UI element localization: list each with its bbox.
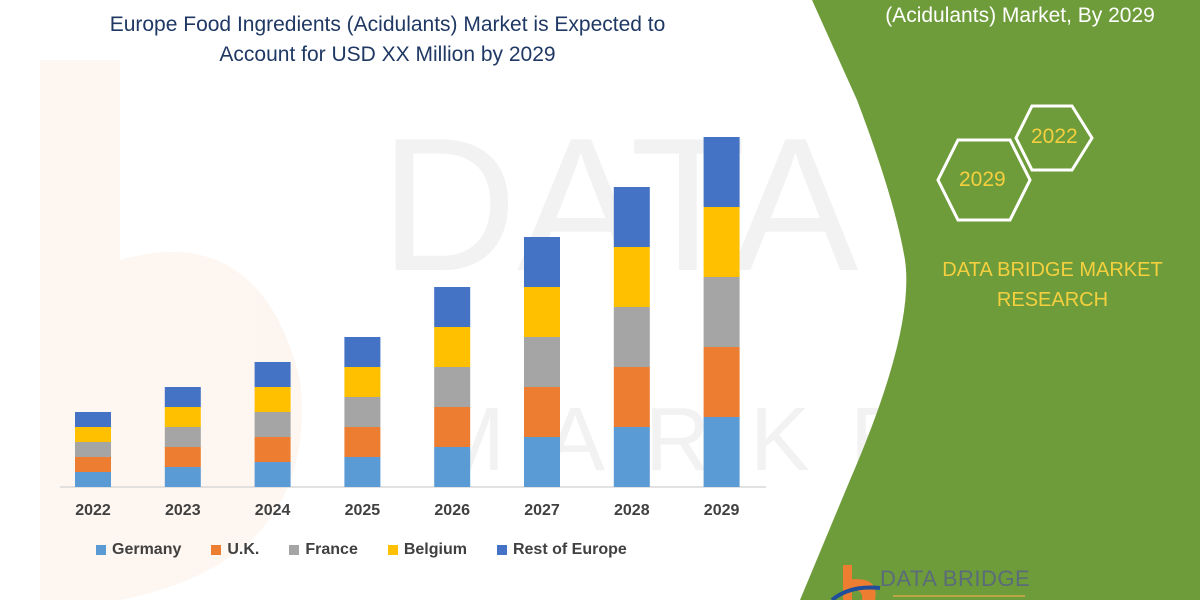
chart-title: Europe Food Ingredients (Acidulants) Mar…: [40, 10, 735, 70]
bar-segment-2023-belgium: [164, 407, 201, 427]
bar-segment-2029-france: [703, 277, 740, 347]
bar-segment-2029-u-k-: [703, 347, 740, 417]
legend-swatch: [289, 545, 300, 555]
x-tick-label-2027: 2027: [524, 502, 560, 519]
legend-label: France: [305, 541, 358, 558]
legend-item-france: France: [289, 541, 358, 559]
bar-segment-2025-u-k-: [344, 427, 381, 457]
bar-segment-2028-rest-of-europe: [613, 187, 650, 247]
bar-segment-2027-belgium: [524, 287, 560, 337]
bar-segment-2026-france: [434, 367, 471, 407]
bar-segment-2028-france: [613, 307, 650, 367]
bar-segment-2026-belgium: [434, 327, 471, 367]
bar-segment-2025-rest-of-europe: [344, 337, 381, 367]
bar-segment-2022-france: [75, 442, 111, 457]
bars-group: [75, 137, 740, 487]
bar-segment-2028-germany: [613, 427, 650, 487]
x-tick-label-2025: 2025: [344, 502, 381, 519]
legend-item-u-k-: U.K.: [211, 541, 259, 559]
side-panel-title: (Acidulants) Market, By 2029: [885, 4, 1155, 27]
bar-segment-2028-belgium: [613, 247, 650, 307]
hexagon-2029: [936, 138, 1032, 222]
bar-segment-2024-germany: [254, 462, 291, 487]
bar-segment-2027-france: [524, 337, 560, 387]
hex-year-2029: 2029: [959, 168, 1006, 191]
legend-swatch: [496, 545, 507, 555]
x-tick-label-2029: 2029: [703, 502, 740, 519]
x-tick-label-2026: 2026: [434, 502, 470, 519]
bar-segment-2025-france: [344, 397, 381, 427]
bar-segment-2026-u-k-: [434, 407, 471, 447]
bar-segment-2023-france: [164, 427, 201, 447]
x-tick-label-2028: 2028: [614, 502, 650, 519]
bar-segment-2025-germany: [344, 457, 381, 487]
x-tick-label-2024: 2024: [254, 502, 291, 519]
legend-swatch: [211, 545, 222, 555]
bar-segment-2023-rest-of-europe: [164, 387, 201, 407]
bar-segment-2022-belgium: [75, 427, 111, 442]
bar-segment-2029-rest-of-europe: [703, 137, 740, 207]
legend-item-germany: Germany: [96, 541, 181, 559]
bar-segment-2024-rest-of-europe: [254, 362, 291, 387]
brand-text: DATA BRIDGE MARKET RESEARCH: [920, 255, 1185, 315]
chart-title-line2: Account for USD XX Million by 2029: [219, 43, 556, 66]
bar-segment-2029-belgium: [703, 207, 740, 277]
legend-item-belgium: Belgium: [387, 541, 467, 559]
bar-segment-2024-belgium: [254, 387, 291, 412]
hexagon-2022: [1014, 104, 1094, 172]
chart-title-line1: Europe Food Ingredients (Acidulants) Mar…: [109, 13, 666, 36]
bar-segment-2024-u-k-: [254, 437, 291, 462]
brand-line2: RESEARCH: [996, 289, 1109, 311]
legend-swatch: [96, 545, 106, 555]
bar-segment-2022-rest-of-europe: [75, 412, 111, 427]
bar-segment-2028-u-k-: [613, 367, 650, 427]
bar-segment-2022-germany: [75, 472, 111, 487]
legend-item-rest-of-europe: Rest of Europe: [496, 541, 627, 559]
bar-segment-2027-germany: [524, 437, 560, 487]
bar-segment-2023-u-k-: [164, 447, 201, 467]
bar-segment-2022-u-k-: [75, 457, 111, 472]
legend-label: Germany: [112, 541, 182, 558]
brand-line1: DATA BRIDGE MARKET: [942, 259, 1163, 281]
legend-label: U.K.: [227, 541, 260, 558]
legend-label: Rest of Europe: [512, 541, 627, 558]
bar-segment-2027-u-k-: [524, 387, 560, 437]
logo-icon: [830, 565, 881, 600]
x-tick-label-2022: 2022: [75, 502, 111, 519]
bar-segment-2026-germany: [434, 447, 471, 487]
bar-segment-2025-belgium: [344, 367, 381, 397]
bar-segment-2023-germany: [164, 467, 201, 487]
green-panel: [800, 0, 1200, 600]
x-tick-label-2023: 2023: [165, 502, 201, 519]
bar-segment-2024-france: [254, 412, 291, 437]
bar-segment-2029-germany: [703, 417, 740, 487]
bar-segment-2026-rest-of-europe: [434, 287, 471, 327]
legend-swatch: [387, 545, 398, 555]
legend: Germany U.K. France Belgium Rest of Europe: [96, 541, 657, 559]
bar-segment-2027-rest-of-europe: [524, 237, 560, 287]
logo-text: DATA BRIDGE: [880, 566, 1031, 591]
legend-label: Belgium: [403, 541, 467, 558]
hex-year-2022: 2022: [1031, 125, 1078, 148]
